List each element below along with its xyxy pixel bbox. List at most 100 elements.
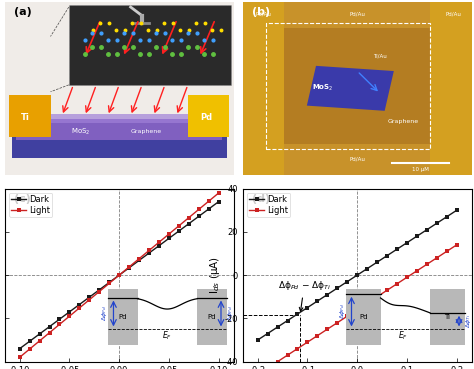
Dark	[325, 292, 330, 297]
Light	[196, 207, 201, 212]
Text: Graphene: Graphene	[131, 129, 162, 134]
Polygon shape	[11, 137, 227, 158]
Light	[186, 215, 191, 220]
Line: Light: Light	[255, 242, 459, 369]
Dark	[186, 221, 191, 226]
Polygon shape	[307, 66, 394, 111]
Dark	[384, 254, 390, 258]
Light	[434, 256, 440, 260]
Text: MoS$_2$: MoS$_2$	[312, 83, 334, 93]
Dark	[365, 266, 370, 271]
Dark	[86, 295, 92, 299]
Light	[27, 347, 32, 351]
Text: Ti: Ti	[21, 113, 30, 122]
Dark	[374, 260, 380, 264]
Light	[374, 294, 380, 299]
Text: Pd/Au: Pd/Au	[255, 12, 271, 17]
Polygon shape	[188, 95, 229, 137]
Dark	[216, 199, 221, 204]
Light	[365, 301, 370, 306]
Dark	[424, 228, 430, 232]
Light	[444, 249, 450, 254]
Text: Pd: Pd	[200, 113, 212, 122]
Dark	[46, 324, 52, 329]
Dark	[305, 306, 310, 310]
Dark	[414, 234, 420, 238]
Light	[275, 359, 281, 364]
Text: (c): (c)	[14, 194, 31, 204]
Dark	[136, 258, 142, 263]
Polygon shape	[16, 114, 222, 123]
Polygon shape	[9, 95, 51, 137]
Light	[76, 306, 82, 310]
Line: Dark: Dark	[255, 208, 459, 342]
Dark	[76, 302, 82, 307]
Light	[136, 256, 142, 261]
Light	[315, 334, 320, 338]
Light	[404, 275, 410, 279]
Dark	[166, 236, 172, 241]
Dark	[146, 251, 152, 255]
Light	[285, 353, 291, 357]
Light	[454, 243, 460, 247]
Light	[206, 199, 211, 203]
Text: (d): (d)	[252, 194, 270, 204]
Text: Δϕ$_{Pd}$ − Δϕ$_{Ti}$: Δϕ$_{Pd}$ − Δϕ$_{Ti}$	[278, 279, 331, 311]
Light	[335, 321, 340, 325]
Light	[56, 322, 62, 327]
Light	[166, 232, 172, 236]
Light	[116, 273, 122, 277]
Dark	[66, 310, 72, 314]
Bar	[69, 5, 231, 85]
Light	[295, 346, 301, 351]
Dark	[275, 325, 281, 329]
Polygon shape	[16, 120, 222, 140]
Text: (a): (a)	[14, 7, 32, 17]
Dark	[36, 332, 42, 336]
Dark	[454, 208, 460, 213]
Dark	[404, 241, 410, 245]
Text: Pd/Au: Pd/Au	[349, 12, 365, 17]
Text: Graphene: Graphene	[387, 119, 419, 124]
Light	[146, 248, 152, 253]
Light	[325, 327, 330, 331]
Light	[384, 288, 390, 293]
Dark	[126, 266, 132, 270]
Dark	[106, 280, 112, 285]
Line: Light: Light	[17, 190, 221, 360]
Dark	[27, 339, 32, 344]
Dark	[176, 229, 182, 233]
Light	[126, 265, 132, 269]
Y-axis label: I$_{ds}$ (μA): I$_{ds}$ (μA)	[208, 256, 222, 294]
Dark	[96, 287, 102, 292]
Light	[176, 224, 182, 228]
Dark	[265, 331, 271, 336]
Light	[394, 282, 400, 286]
Light	[345, 314, 350, 318]
Dark	[196, 214, 201, 218]
Dark	[56, 317, 62, 321]
Polygon shape	[430, 2, 472, 175]
Dark	[444, 214, 450, 219]
Light	[17, 355, 22, 359]
Dark	[17, 346, 22, 351]
Text: Ti/Au: Ti/Au	[373, 53, 387, 58]
Dark	[295, 312, 301, 316]
Light	[216, 191, 221, 195]
Light	[106, 281, 112, 286]
Light	[156, 240, 162, 245]
Dark	[285, 318, 291, 323]
Dark	[355, 273, 360, 277]
Dark	[315, 299, 320, 303]
Legend: Dark, Light: Dark, Light	[9, 193, 53, 217]
Text: Pd/Au: Pd/Au	[446, 12, 461, 17]
Dark	[116, 273, 122, 277]
Dark	[394, 247, 400, 251]
Dark	[156, 244, 162, 248]
Light	[96, 289, 102, 294]
Light	[86, 297, 92, 302]
Text: (b): (b)	[252, 7, 270, 17]
Polygon shape	[243, 2, 284, 175]
Light	[46, 330, 52, 335]
Line: Dark: Dark	[17, 199, 221, 351]
